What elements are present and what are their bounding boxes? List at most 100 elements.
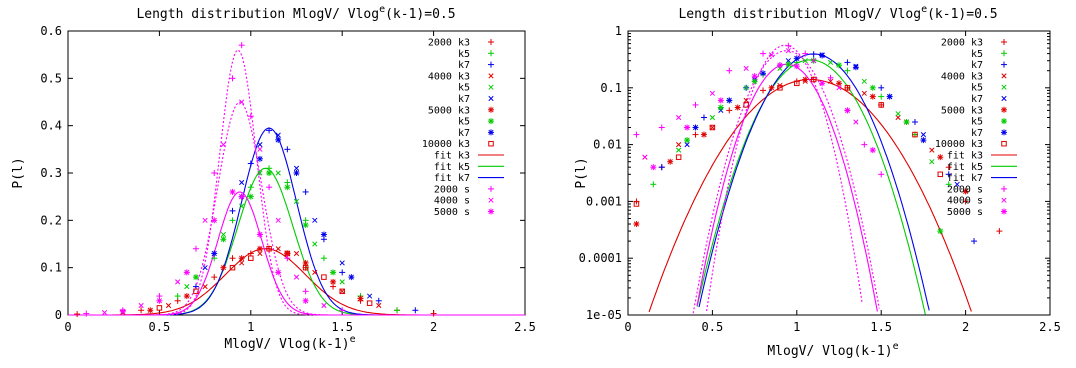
data-point <box>174 293 181 300</box>
data-point <box>945 164 952 171</box>
x-tick-label: 0.5 <box>149 320 171 334</box>
legend-label: 10000 k3 <box>422 139 470 150</box>
plot-frame <box>627 30 1051 316</box>
fit-curve <box>648 78 972 313</box>
data-point <box>375 297 382 304</box>
data-point <box>256 245 263 252</box>
fit-curve <box>696 63 878 312</box>
data-point <box>726 97 733 104</box>
data-point <box>367 293 373 299</box>
data-point <box>257 170 263 176</box>
data-point <box>810 76 817 83</box>
data-point <box>302 188 309 195</box>
data-point <box>853 119 859 125</box>
y-tick-label: 0.2 <box>40 213 62 227</box>
data-point <box>971 238 978 245</box>
data-point <box>229 188 236 195</box>
legend-label: k5 <box>971 117 983 128</box>
data-point <box>312 269 318 276</box>
data-point <box>83 310 90 317</box>
data-point <box>996 228 1003 235</box>
legend-marker <box>488 118 494 125</box>
data-point <box>239 203 245 209</box>
y-tick-label: 0.5 <box>40 71 62 85</box>
data-point <box>183 269 190 276</box>
data-point <box>312 217 318 223</box>
data-point <box>138 307 145 314</box>
legend-marker <box>1001 106 1007 113</box>
data-point <box>861 90 867 96</box>
data-point <box>238 42 245 49</box>
data-point <box>266 170 273 176</box>
x-axis-label: MlogV/ Vlog(k-1)e <box>224 334 355 352</box>
data-point <box>275 170 281 176</box>
legend-label: 5000 k3 <box>941 105 983 116</box>
legend-marker <box>488 140 494 147</box>
data-point <box>836 85 842 91</box>
data-point <box>726 67 733 74</box>
data-point <box>794 80 800 87</box>
data-point <box>321 302 327 309</box>
fit-curve <box>68 49 525 316</box>
data-point <box>211 217 218 224</box>
data-point <box>247 160 254 167</box>
data-point <box>760 87 767 94</box>
data-point <box>676 141 682 148</box>
x-tick-label: 1.5 <box>870 320 892 334</box>
data-point <box>430 310 437 317</box>
data-point <box>293 274 300 280</box>
axis-ticks: 0 0.5 1 1.5 2 2.5 0 0.1 0.2 0.3 0.4 0.5 0.6 <box>40 24 536 334</box>
data-point <box>692 124 699 131</box>
data-point <box>954 181 960 187</box>
data-point <box>275 269 282 276</box>
data-point <box>101 310 108 316</box>
data-point <box>247 184 254 191</box>
legend-marker <box>1001 95 1007 102</box>
data-point <box>74 311 81 318</box>
legend-label: 2000 k3 <box>428 38 470 49</box>
x-tick-label: 2 <box>962 320 969 334</box>
data-point <box>238 193 245 200</box>
data-point <box>684 124 691 131</box>
data-point <box>202 217 208 223</box>
data-point <box>650 181 657 188</box>
data-point <box>257 250 263 257</box>
legend-label: k5 <box>458 49 470 60</box>
data-point <box>903 118 910 125</box>
data-point <box>256 155 263 162</box>
data-point <box>229 264 236 271</box>
data-point <box>844 107 851 114</box>
data-point <box>861 141 868 148</box>
data-point <box>633 221 640 228</box>
data-point <box>320 231 327 238</box>
data-point <box>675 154 682 160</box>
data-point <box>229 217 236 224</box>
data-point <box>945 181 952 188</box>
data-point <box>684 137 691 144</box>
data-point <box>878 171 885 178</box>
data-point <box>658 124 665 131</box>
data-point <box>293 170 300 176</box>
legend-label: 10000 k3 <box>935 139 983 150</box>
legend-marker <box>488 129 494 136</box>
data-point <box>793 63 800 70</box>
data-point <box>633 131 640 138</box>
data-point <box>911 118 918 125</box>
legend-label: 2000 s <box>947 184 983 195</box>
fit-curve <box>68 248 525 316</box>
data-point <box>709 124 716 131</box>
data-point <box>819 52 826 59</box>
data-point <box>793 55 800 62</box>
data-point <box>220 231 226 238</box>
legend-marker <box>488 95 494 102</box>
data-point <box>275 246 281 252</box>
data-point <box>760 50 767 57</box>
data-point <box>239 179 245 186</box>
data-point <box>709 124 716 131</box>
data-point <box>962 198 969 205</box>
data-point <box>229 75 236 82</box>
data-point <box>878 93 885 100</box>
data-point <box>676 147 682 153</box>
data-point <box>248 255 254 261</box>
data-point <box>734 104 741 111</box>
